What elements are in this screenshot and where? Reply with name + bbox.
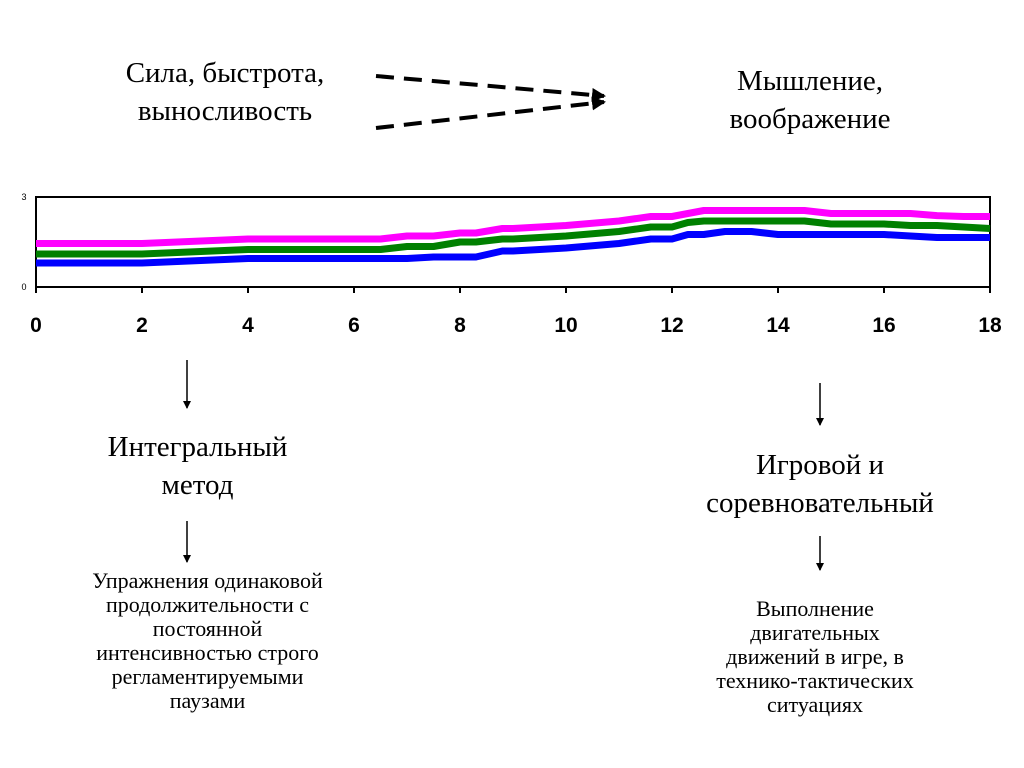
x-tick-label: 14 (766, 314, 790, 337)
desc-right-label: Выполнение двигательных движений в игре,… (670, 597, 960, 717)
desc-right-line-5: ситуациях (766, 692, 863, 717)
desc-left-line-2: продолжительности с (105, 592, 310, 617)
method-right-line-1: Игровой и (755, 449, 885, 481)
method-left-line-2: метод (161, 469, 234, 501)
dashed-arrow-upper (375, 74, 606, 102)
y-axis-ticks: 30 (21, 192, 26, 292)
top-left-line-1: Сила, быстрота, (125, 57, 325, 89)
dashed-arrow-lower (375, 96, 606, 130)
desc-left-line-1: Упражнения одинаковой (92, 568, 323, 593)
series-layer (36, 207, 991, 267)
desc-left-line-5: регламентируемыми (111, 664, 304, 689)
method-right-label: Игровой и соревновательный (670, 446, 970, 522)
method-left-label: Интегральный метод (60, 428, 335, 504)
x-tick-label: 10 (554, 314, 577, 337)
method-left-line-1: Интегральный (107, 431, 288, 463)
x-tick-label: 6 (348, 314, 360, 337)
desc-left-line-4: интенсивностью строго (96, 640, 319, 665)
x-tick-label: 18 (978, 314, 1002, 337)
desc-right-line-1: Выполнение (756, 596, 874, 621)
desc-right-line-3: движений в игре, в (726, 644, 904, 669)
series-line-3 (36, 228, 990, 267)
x-tick-label: 12 (660, 314, 683, 337)
series-line-1 (36, 207, 990, 247)
y-tick-label: 3 (21, 192, 26, 202)
top-left-label: Сила, быстрота, выносливость (80, 54, 370, 130)
x-tick-label: 16 (872, 314, 895, 337)
top-right-label: Мышление, воображение (680, 62, 940, 138)
x-tick-label: 2 (136, 314, 148, 337)
desc-right-line-4: технико-тактических (716, 668, 914, 693)
y-tick-label: 0 (21, 282, 26, 292)
x-tick-label: 0 (30, 314, 42, 337)
method-right-line-2: соревновательный (706, 487, 934, 519)
desc-left-line-3: постоянной (152, 616, 263, 641)
desc-right-line-2: двигательных (750, 620, 880, 645)
top-right-line-2: воображение (729, 103, 891, 135)
x-tick-label: 4 (242, 314, 254, 337)
x-axis-ticks: 0 2 4 6 8 10 12 14 16 18 (30, 287, 1002, 337)
desc-left-label: Упражнения одинаковой продолжительности … (40, 569, 375, 713)
series-line-2 (36, 217, 991, 258)
desc-left-line-6: паузами (169, 688, 246, 713)
top-right-line-1: Мышление, (736, 65, 884, 97)
top-left-line-2: выносливость (137, 95, 313, 127)
x-tick-label: 8 (454, 314, 466, 337)
